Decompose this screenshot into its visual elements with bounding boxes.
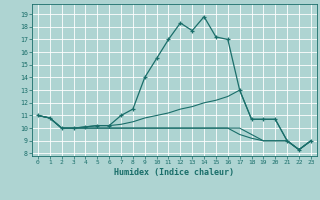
X-axis label: Humidex (Indice chaleur): Humidex (Indice chaleur) (115, 168, 234, 177)
